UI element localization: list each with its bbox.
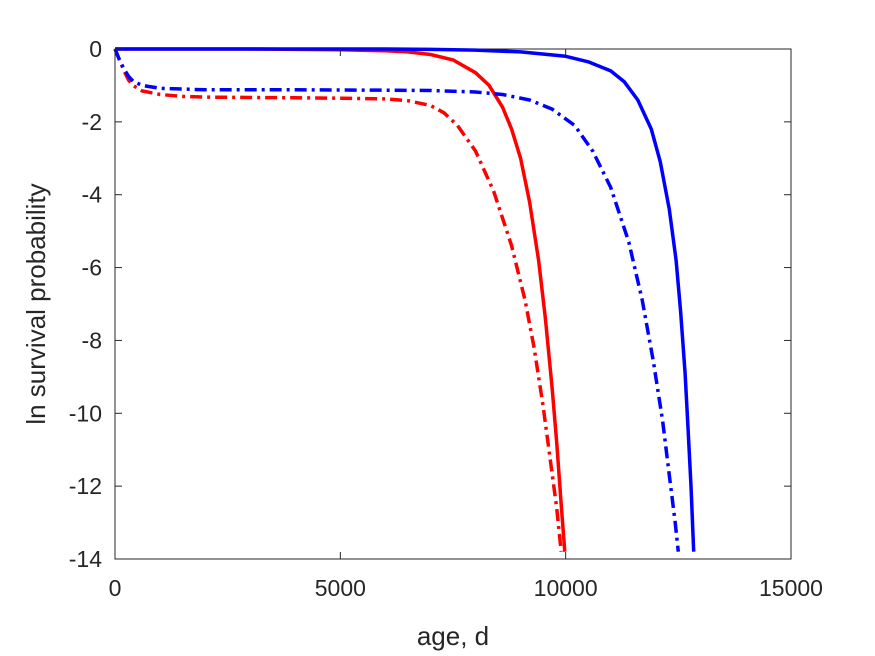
y-tick-label: -2 bbox=[82, 109, 102, 135]
y-tick-label: -14 bbox=[69, 546, 102, 572]
y-tick-label: -10 bbox=[69, 400, 102, 426]
x-axis-ticks: 0 5000 10000 15000 bbox=[109, 49, 823, 601]
y-tick-label: -6 bbox=[82, 255, 102, 281]
series-line-4 bbox=[113, 48, 681, 552]
y-axis-ticks: 0 -2 -4 -6 -8 -10 -12 -14 bbox=[69, 36, 791, 572]
series-layer bbox=[113, 47, 696, 552]
x-tick-label: 0 bbox=[109, 575, 122, 601]
y-axis-label: ln survival probability bbox=[21, 183, 51, 424]
y-tick-label: -4 bbox=[82, 182, 103, 208]
y-tick-label: 0 bbox=[89, 36, 102, 62]
y-tick-label: -8 bbox=[82, 327, 102, 353]
x-axis-label: age, d bbox=[417, 621, 489, 651]
x-tick-label: 15000 bbox=[759, 575, 823, 601]
series-line-3 bbox=[115, 47, 696, 552]
series-line-2 bbox=[113, 48, 563, 552]
x-tick-label: 5000 bbox=[315, 575, 366, 601]
y-tick-label: -12 bbox=[69, 473, 102, 499]
x-tick-label: 10000 bbox=[534, 575, 598, 601]
